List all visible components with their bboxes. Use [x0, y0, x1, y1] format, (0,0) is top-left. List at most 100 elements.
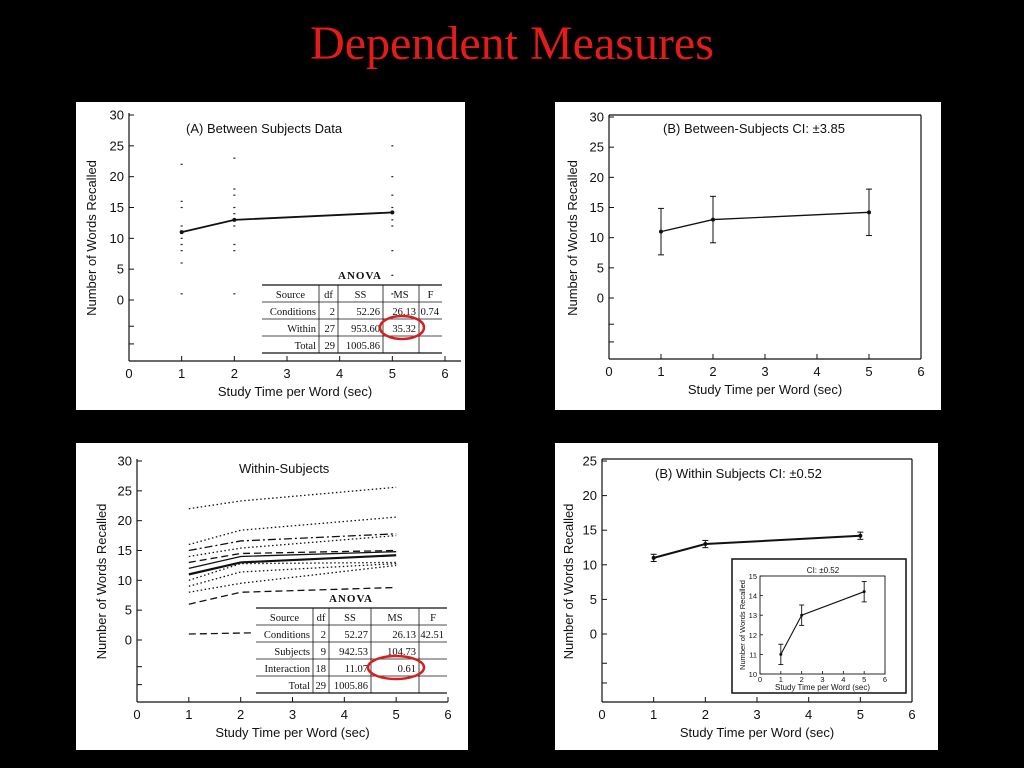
x-tick-label: 3	[289, 707, 296, 722]
scatter-point	[180, 237, 183, 239]
slide-title: Dependent Measures	[310, 17, 714, 70]
anova-cell: 953.60	[351, 324, 380, 335]
highlight-circle	[378, 314, 426, 341]
x-tick-label: 0	[598, 707, 605, 722]
y-tick-label: 0	[117, 293, 124, 308]
x-tick-label: 2	[702, 707, 709, 722]
y-tick-label: 30	[118, 454, 132, 469]
anova-header-cell: df	[317, 613, 326, 624]
series-line-4	[188, 534, 397, 558]
y-tick-label: 15	[110, 200, 124, 215]
scatter-point	[391, 145, 394, 147]
x-axis-label: Study Time per Word (sec)	[218, 384, 372, 399]
anova-cell: Total	[295, 341, 317, 352]
scatter-point	[180, 163, 183, 165]
within-subjects-chart: 0 5 10 15 20 25 30 0 1 2 3 4 5 6 Study Time per Word (…	[76, 443, 468, 750]
anova-cell: Conditions	[264, 630, 310, 641]
scatter-point	[233, 157, 236, 159]
anova-cell: 104.73	[387, 647, 416, 658]
inset-y-axis-label: Number of Words Recalled	[738, 580, 747, 670]
series-line-11	[188, 586, 397, 605]
inset-x-axis-label: Study Time per Word (sec)	[775, 683, 870, 692]
inset-data-point	[800, 613, 804, 617]
inset-y-tick-label: 11	[749, 650, 757, 659]
series-line-6	[188, 554, 397, 576]
x-tick-label: 3	[753, 707, 760, 722]
inset-x-tick-label: 3	[820, 675, 824, 684]
anova-header-cell: Source	[270, 613, 299, 624]
y-tick-label: 0	[125, 633, 132, 648]
y-axis-label: Number of Words Recalled	[84, 160, 99, 316]
scatter-point	[233, 206, 236, 209]
y-axis-label: Number of Words Recalled	[565, 160, 580, 316]
x-tick-label: 0	[133, 707, 140, 722]
x-tick-label: 6	[441, 366, 448, 381]
anova-cell: 29	[316, 681, 327, 692]
highlight-circle	[366, 654, 426, 681]
anova-cell: 52.26	[356, 307, 380, 318]
y-tick-label: 20	[118, 513, 132, 528]
y-tick-label: 25	[590, 140, 604, 155]
data-point	[232, 217, 237, 222]
y-axis-label: Number of Words Recalled	[94, 504, 109, 660]
x-tick-label: 1	[650, 707, 657, 722]
inset-y-tick-label: 12	[749, 631, 757, 640]
series-line-10	[188, 564, 397, 593]
anova-cell: 9	[321, 647, 326, 658]
anova-cell: 1005.86	[334, 681, 368, 692]
x-tick-label: 5	[857, 707, 864, 722]
scatter-point	[233, 293, 236, 295]
anova-cell: 2	[321, 630, 326, 641]
anova-cell: 26.13	[392, 630, 416, 641]
anova-cell: 0.74	[421, 307, 440, 318]
y-tick-label: 10	[583, 557, 597, 572]
inset-x-tick-label: 6	[883, 675, 887, 684]
anova-header-cell: F	[430, 613, 436, 624]
y-tick-label: 30	[590, 110, 604, 125]
y-tick-label: 0	[590, 627, 597, 642]
anova-cell: Total	[289, 681, 311, 692]
scatter-point	[180, 250, 183, 252]
inset-data-point	[862, 590, 866, 594]
anova-cell: 42.51	[420, 630, 444, 641]
y-tick-label: 5	[590, 592, 597, 607]
x-tick-label: 6	[917, 364, 924, 379]
anova-header-cell: SS	[355, 290, 367, 301]
x-tick-label: 5	[393, 707, 400, 722]
x-tick-label: 1	[657, 364, 664, 379]
anova-cell: Interaction	[265, 664, 311, 675]
inset-data-point	[779, 652, 783, 656]
scatter-point	[233, 188, 236, 190]
anova-header-cell: SS	[344, 613, 356, 624]
x-axis-label: Study Time per Word (sec)	[688, 382, 842, 397]
scatter-point	[391, 194, 394, 196]
x-tick-label: 2	[237, 707, 244, 722]
y-tick-label: 15	[583, 523, 597, 538]
scatter-point	[391, 176, 394, 178]
between-subjects-ci-chart: 0 5 10 15 20 25 30 0 1 2 3 4 5 6 Study Time per Word (…	[555, 102, 941, 410]
x-tick-label: 4	[341, 707, 348, 722]
x-tick-label: 4	[805, 707, 812, 722]
x-tick-label: 2	[709, 364, 716, 379]
anova-header-cell: Source	[276, 290, 305, 301]
y-tick-label: 5	[597, 260, 604, 275]
series-line-3	[188, 533, 397, 552]
scatter-point	[180, 225, 183, 227]
data-point	[390, 210, 395, 215]
x-axis-label: Study Time per Word (sec)	[680, 725, 834, 740]
between-subjects-data-chart: 0 5 10 15 20 25 30 0 1 2 3 4 5 6 Study Time per Word (…	[76, 102, 465, 410]
y-tick-label: 10	[118, 573, 132, 588]
scatter-point	[391, 293, 394, 295]
data-point	[179, 230, 184, 235]
anova-header-cell: F	[428, 290, 434, 301]
x-tick-label: 3	[761, 364, 768, 379]
scatter-point	[391, 274, 394, 276]
anova-title: ANOVA	[329, 593, 373, 605]
inset-x-tick-label: 5	[862, 675, 866, 684]
y-tick-label: 10	[110, 231, 124, 246]
anova-cell: 2	[330, 307, 335, 318]
scatter-point	[180, 243, 183, 246]
anova-title: ANOVA	[338, 270, 382, 282]
inset-y-tick-label: 13	[749, 611, 757, 620]
inset-title: CI: ±0.52	[807, 566, 840, 575]
